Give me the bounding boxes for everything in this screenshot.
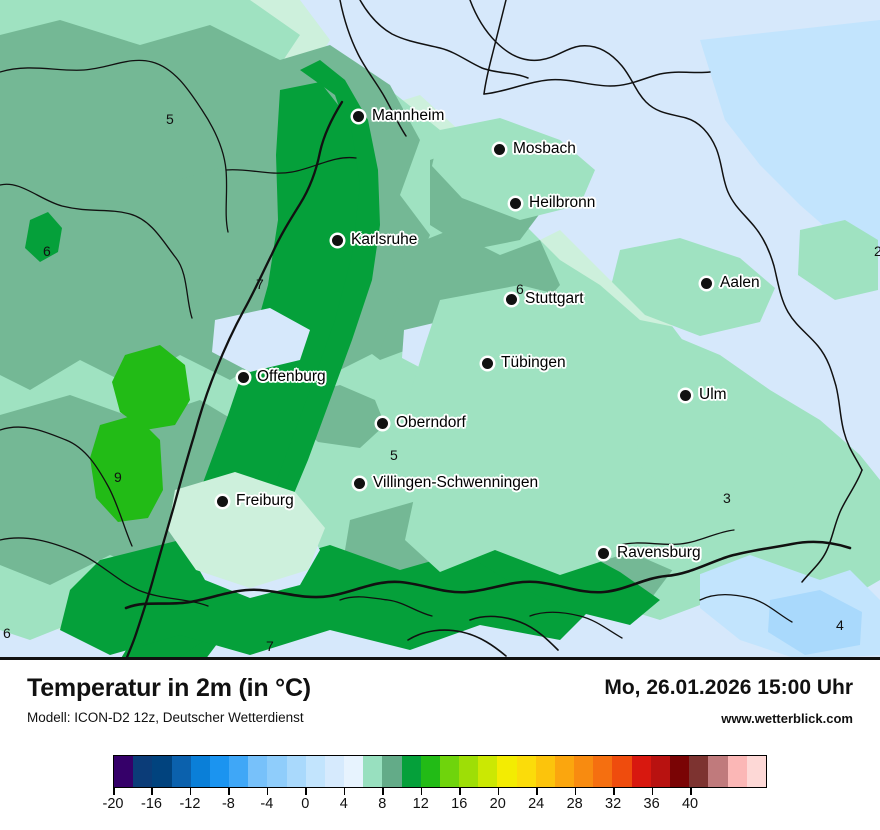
colorbar-tick — [690, 788, 692, 795]
temp-band-5-6-ne — [432, 118, 595, 220]
model-subtitle: Modell: ICON-D2 12z, Deutscher Wetterdie… — [27, 710, 304, 725]
colorbar-tick — [113, 788, 115, 795]
colorbar-swatch — [727, 756, 747, 787]
temperature-field-svg — [0, 0, 880, 660]
colorbar-swatch — [497, 756, 517, 787]
colorbar-tick — [189, 788, 192, 795]
colorbar-swatch — [459, 756, 479, 787]
temp-band-7-8-c — [60, 540, 600, 655]
colorbar-tick-label: -20 — [102, 796, 124, 812]
colorbar-swatch — [420, 756, 440, 787]
colorbar-swatch — [114, 756, 134, 787]
colorbar-swatch — [305, 756, 325, 787]
colorbar-tick — [651, 788, 654, 795]
temp-band-8-10 — [112, 345, 190, 430]
temp-cold-patch-a — [168, 472, 325, 588]
colorbar-tick-label: 8 — [378, 796, 387, 812]
colorbar-legend[interactable]: -20 -16 -12 -8 -4 0 4 8 12 16 20 24 28 32 36 40 — [0, 755, 880, 825]
colorbar-swatch — [152, 756, 172, 787]
colorbar-swatch — [267, 756, 287, 787]
colorbar-tick-label: -12 — [179, 796, 201, 812]
colorbar-swatch — [363, 756, 383, 787]
colorbar-tick — [343, 788, 346, 795]
colorbar-tick-label: 36 — [643, 796, 660, 812]
colorbar-tick — [305, 788, 307, 795]
colorbar-tick-label: 24 — [528, 796, 545, 812]
colorbar-swatch — [133, 756, 153, 787]
temp-band-3-4-c — [768, 590, 862, 655]
border-lines — [0, 0, 863, 660]
temp-band-5-6-aalen — [612, 238, 775, 336]
temp-band-5-6-x — [798, 220, 878, 300]
colorbar-ticks — [113, 788, 767, 795]
colorbar-swatch — [554, 756, 575, 787]
colorbar-swatch — [439, 756, 460, 787]
temp-band-5-6-east2 — [635, 418, 800, 512]
colorbar-tick-label: 16 — [451, 796, 468, 812]
colorbar-tick-label: 0 — [301, 796, 310, 812]
colorbar-swatch — [382, 756, 402, 787]
colorbar-tick — [382, 788, 384, 795]
temp-band-8-10-b — [90, 415, 163, 522]
colorbar-tick-label: -4 — [260, 796, 274, 812]
colorbar-tick-labels: -20 -16 -12 -8 -4 0 4 8 12 16 20 24 28 32 36 40 — [0, 796, 880, 818]
temp-band-3-4 — [700, 20, 880, 250]
colorbar-tick — [497, 788, 500, 795]
colorbar-swatch — [689, 756, 709, 787]
colorbar-swatch — [708, 756, 728, 787]
colorbar-swatch — [286, 756, 306, 787]
colorbar-swatch — [478, 756, 498, 787]
colorbar-tick-label: -16 — [140, 796, 162, 812]
colorbar-tick-label: 20 — [489, 796, 506, 812]
colorbar-swatch — [209, 756, 230, 787]
colorbar-swatch — [593, 756, 613, 787]
colorbar-tick-label: 12 — [412, 796, 429, 812]
colorbar-swatch — [612, 756, 632, 787]
colorbar-tick-label: 4 — [339, 796, 348, 812]
colorbar-swatch — [516, 756, 536, 787]
colorbar-swatch — [574, 756, 594, 787]
colorbar-swatch — [190, 756, 210, 787]
colorbar-swatch — [344, 756, 364, 787]
colorbar-swatches[interactable] — [113, 755, 767, 788]
page-title: Temperatur in 2m (in °C) — [27, 674, 311, 702]
footer-panel: Temperatur in 2m (in °C) Modell: ICON-D2… — [0, 660, 880, 830]
colorbar-swatch — [401, 756, 421, 787]
colorbar-tick — [266, 788, 269, 795]
colorbar-tick-label: 28 — [566, 796, 583, 812]
colorbar-tick-label: 32 — [605, 796, 622, 812]
colorbar-swatch — [669, 756, 690, 787]
colorbar-swatch — [324, 756, 345, 787]
colorbar-tick — [228, 788, 230, 795]
colorbar-tick — [536, 788, 538, 795]
temp-band-7-8-b — [120, 82, 360, 660]
colorbar-swatch — [650, 756, 670, 787]
temperature-map[interactable]: 5 6 7 6 2 9 5 3 6 7 4 Mannheim Mosbach H… — [0, 0, 880, 660]
colorbar-tick — [151, 788, 153, 795]
colorbar-swatch — [535, 756, 555, 787]
colorbar-tick-label: -8 — [221, 796, 235, 812]
colorbar-swatch — [248, 756, 268, 787]
colorbar-tick — [613, 788, 615, 795]
colorbar-swatch — [631, 756, 651, 787]
colorbar-swatch — [229, 756, 249, 787]
temp-band-7-8-e — [25, 212, 62, 262]
colorbar-swatch — [746, 756, 766, 787]
colorbar-tick — [459, 788, 461, 795]
colorbar-swatch — [171, 756, 191, 787]
colorbar-tick — [420, 788, 423, 795]
colorbar-tick — [574, 788, 577, 795]
website-credit[interactable]: www.wetterblick.com — [721, 711, 853, 726]
colorbar-tick-label: 40 — [681, 796, 699, 812]
valid-datetime: Mo, 26.01.2026 15:00 Uhr — [604, 676, 853, 699]
